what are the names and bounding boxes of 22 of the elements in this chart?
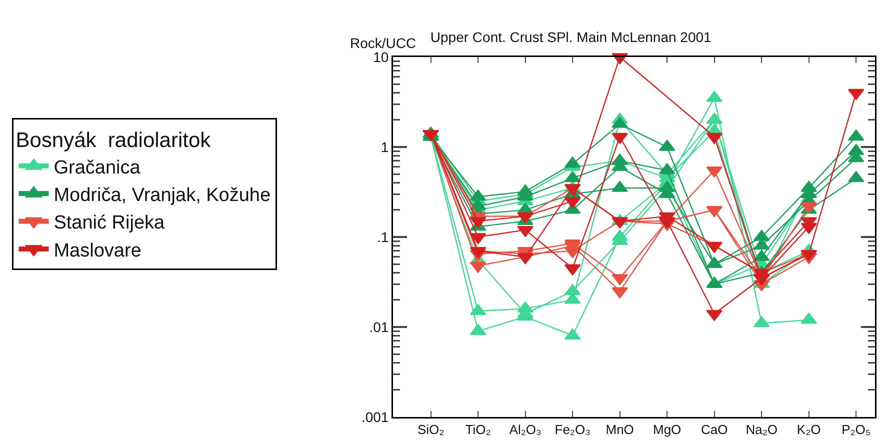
x-tick-label: Na₂O (746, 422, 778, 438)
legend-label: Stanić Rijeka (54, 212, 166, 234)
y-tick-label: .1 (377, 228, 389, 245)
y-axis-title: Rock/UCC (350, 35, 416, 51)
x-tick-label: CaO (700, 422, 728, 438)
legend-label: Maslovare (54, 240, 142, 262)
x-tick-label: K₂O (796, 422, 821, 438)
legend-label: Gračanica (54, 157, 141, 178)
y-tick-label: .01 (369, 318, 389, 335)
y-tick-label: 10 (373, 48, 389, 65)
legend-title: Bosnyák radiolaritok (16, 129, 212, 152)
x-tick-label: TiO₂ (465, 422, 491, 438)
legend-label: Modriča, Vranjak, Kožuhe (54, 184, 271, 206)
x-tick-label: Fe₂O₃ (554, 422, 590, 438)
x-tick-label: Al₂O₃ (509, 422, 542, 438)
x-tick-label: SiO₂ (417, 422, 444, 438)
x-tick-label: MgO (652, 422, 682, 438)
y-tick-label: 1 (380, 138, 389, 155)
x-tick-label: MnO (606, 422, 634, 438)
x-tick-label: P₂O₅ (842, 422, 871, 438)
chart-title: Upper Cont. Crust SPl. Main McLennan 2001 (430, 29, 712, 46)
y-tick-label: .001 (361, 408, 389, 425)
